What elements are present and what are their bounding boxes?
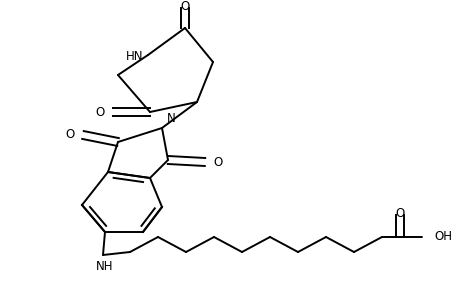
Text: O: O <box>66 128 75 142</box>
Text: OH: OH <box>434 231 452 244</box>
Text: O: O <box>213 155 222 168</box>
Text: O: O <box>180 0 190 13</box>
Text: O: O <box>396 207 405 220</box>
Text: NH: NH <box>96 260 114 273</box>
Text: N: N <box>167 112 176 125</box>
Text: O: O <box>96 106 105 119</box>
Text: HN: HN <box>126 50 143 63</box>
